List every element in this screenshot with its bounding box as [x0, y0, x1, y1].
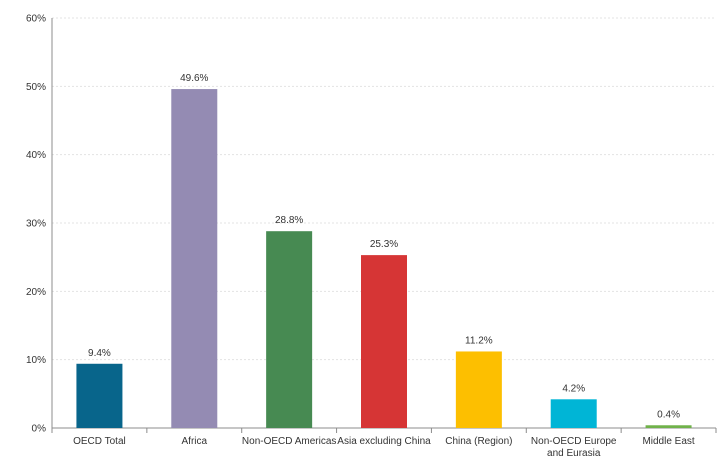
bar: [550, 399, 597, 428]
data-label: 4.2%: [562, 383, 585, 394]
bar: [361, 255, 407, 428]
bar: [171, 89, 218, 429]
y-tick-label: 40%: [26, 150, 46, 161]
bar: [266, 231, 313, 428]
data-label: 28.8%: [275, 215, 303, 226]
x-category-label: Africa: [182, 436, 208, 447]
bar: [455, 351, 502, 428]
data-label: 49.6%: [180, 73, 208, 84]
y-tick-label: 60%: [26, 14, 46, 25]
data-label: 0.4%: [657, 409, 680, 420]
y-tick-label: 50%: [26, 82, 46, 93]
y-tick-label: 0%: [32, 424, 47, 435]
data-label: 11.2%: [465, 335, 493, 346]
bar: [645, 425, 692, 428]
bar: [76, 363, 123, 428]
x-category-label: OECD Total: [73, 436, 126, 447]
x-category-label: China (Region): [445, 436, 512, 447]
data-label: 9.4%: [88, 348, 111, 359]
x-category-label: Middle East: [642, 436, 694, 447]
x-category-label: Non-OECD Europe: [531, 436, 617, 447]
x-category-label: and Eurasia: [547, 448, 601, 459]
y-tick-label: 30%: [26, 219, 46, 230]
y-tick-label: 10%: [26, 355, 46, 366]
x-category-label: Asia excluding China: [337, 436, 431, 447]
y-tick-label: 20%: [26, 287, 46, 298]
x-category-label: Non-OECD Americas: [242, 436, 336, 447]
data-label: 25.3%: [370, 239, 398, 250]
